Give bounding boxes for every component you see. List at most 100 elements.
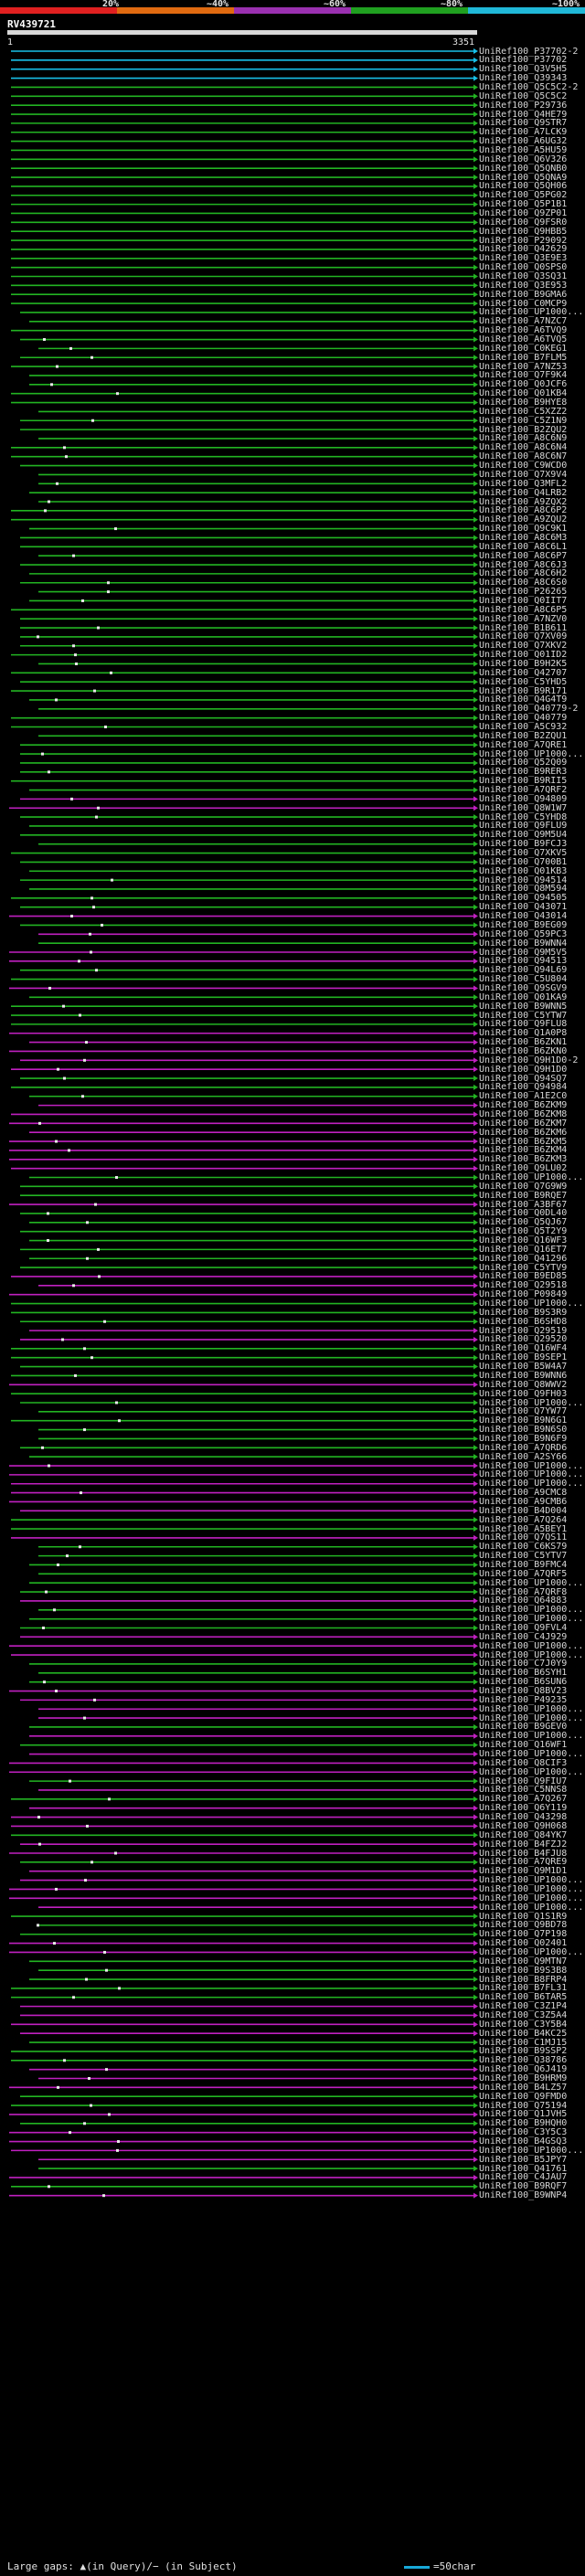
hit-label[interactable]: UniRef100_A7NZV0 <box>479 613 568 624</box>
hit-label[interactable]: UniRef100_A8C6M3 <box>479 532 568 543</box>
hit-label[interactable]: UniRef100_Q84YK7 <box>479 1829 568 1840</box>
hit-label[interactable]: UniRef100_B6TAR5 <box>479 1992 568 2003</box>
hit-label[interactable]: UniRef100_B9RII5 <box>479 776 568 787</box>
hit-label[interactable]: UniRef100_Q9FLU9 <box>479 821 568 832</box>
hit-label[interactable]: UniRef100_A8C6J3 <box>479 559 568 570</box>
hit-label[interactable]: UniRef100_Q5C5C2-2 <box>479 81 579 92</box>
hit-label[interactable]: UniRef100_Q5C5C2 <box>479 90 568 101</box>
hit-label[interactable]: UniRef100_A8C6P5 <box>479 604 568 615</box>
hit-label[interactable]: UniRef100_Q9H1D0 <box>479 1064 568 1075</box>
hit-label[interactable]: UniRef100_B9N6F9 <box>479 1433 568 1444</box>
hit-label[interactable]: UniRef100_C3Y5B4 <box>479 2019 568 2030</box>
hit-label[interactable]: UniRef100_UP1000... <box>479 1172 584 1182</box>
hit-label[interactable]: UniRef100_Q94984 <box>479 1082 568 1093</box>
hit-label[interactable]: UniRef100_A8C6N9 <box>479 433 568 444</box>
hit-label[interactable]: UniRef100_A8C6H2 <box>479 568 568 579</box>
hit-label[interactable]: UniRef100_A9CMB6 <box>479 1496 568 1507</box>
hit-label[interactable]: UniRef100_Q5P1B1 <box>479 199 568 210</box>
hit-label[interactable]: UniRef100_Q8CIF3 <box>479 1757 568 1768</box>
hit-label[interactable]: UniRef100_C5YHD8 <box>479 811 568 822</box>
hit-label[interactable]: UniRef100_Q9SGV9 <box>479 982 568 993</box>
hit-label[interactable]: UniRef100_Q7P198 <box>479 1929 568 1940</box>
hit-label[interactable]: UniRef100_B5JPY7 <box>479 2154 568 2165</box>
hit-label[interactable]: UniRef100_B6SUN6 <box>479 1677 568 1688</box>
hit-label[interactable]: UniRef100_B9WNN5 <box>479 1001 568 1012</box>
hit-label[interactable]: UniRef100_UP1000... <box>479 1712 584 1723</box>
hit-label[interactable]: UniRef100_Q42707 <box>479 667 568 678</box>
hit-label[interactable]: UniRef100_Q3E9E3 <box>479 253 568 264</box>
hit-label[interactable]: UniRef100_A2SY66 <box>479 1451 568 1462</box>
hit-label[interactable]: UniRef100_B6ZKM3 <box>479 1154 568 1165</box>
hit-label[interactable]: UniRef100_Q02401 <box>479 1938 568 1949</box>
hit-label[interactable]: UniRef100_P26265 <box>479 587 568 598</box>
hit-label[interactable]: UniRef100_Q9H068 <box>479 1820 568 1831</box>
hit-label[interactable]: UniRef100_Q16WF3 <box>479 1235 568 1246</box>
hit-label[interactable]: UniRef100_A3BF67 <box>479 1199 568 1210</box>
hit-label[interactable]: UniRef100_B9EG09 <box>479 919 568 930</box>
hit-label[interactable]: UniRef100_C4J929 <box>479 1631 568 1642</box>
hit-label[interactable]: UniRef100_B9HRM9 <box>479 2073 568 2083</box>
hit-label[interactable]: UniRef100_P49235 <box>479 1694 568 1705</box>
hit-label[interactable]: UniRef100_UP1000... <box>479 1731 584 1742</box>
hit-label[interactable]: UniRef100_UP1000... <box>479 307 584 318</box>
hit-label[interactable]: UniRef100_A5BEY1 <box>479 1523 568 1534</box>
hit-label[interactable]: UniRef100_B9N6S0 <box>479 1425 568 1436</box>
hit-label[interactable]: UniRef100_Q94505 <box>479 893 568 904</box>
hit-label[interactable]: UniRef100_B9RQF7 <box>479 2181 568 2192</box>
hit-label[interactable]: UniRef100_Q7YW77 <box>479 1406 568 1417</box>
hit-label[interactable]: UniRef100_B6SHD8 <box>479 1316 568 1327</box>
hit-label[interactable]: UniRef100_A7LCK9 <box>479 127 568 138</box>
hit-label[interactable]: UniRef100_Q16WF4 <box>479 1343 568 1354</box>
hit-label[interactable]: UniRef100_Q0DL40 <box>479 1208 568 1219</box>
hit-label[interactable]: UniRef100_Q6Y119 <box>479 1803 568 1814</box>
hit-label[interactable]: UniRef100_C3Y5C3 <box>479 2127 568 2138</box>
hit-label[interactable]: UniRef100_B7FLM5 <box>479 352 568 363</box>
hit-label[interactable]: UniRef100_Q0IIT7 <box>479 595 568 606</box>
hit-label[interactable]: UniRef100_Q6V326 <box>479 154 568 164</box>
hit-label[interactable]: UniRef100_B4GSQ3 <box>479 2136 568 2147</box>
hit-label[interactable]: UniRef100_Q9FLU8 <box>479 1019 568 1030</box>
hit-label[interactable]: UniRef100_Q3SQ31 <box>479 271 568 281</box>
hit-label[interactable]: UniRef100_A8C6P7 <box>479 550 568 561</box>
hit-label[interactable]: UniRef100_P37702-2 <box>479 46 579 57</box>
hit-label[interactable]: UniRef100_Q41761 <box>479 2163 568 2174</box>
hit-label[interactable]: UniRef100_A8C6P2 <box>479 505 568 516</box>
hit-label[interactable]: UniRef100_Q5QNA9 <box>479 172 568 183</box>
hit-label[interactable]: UniRef100_B6ZKM6 <box>479 1127 568 1138</box>
hit-label[interactable]: UniRef100_Q6J419 <box>479 2064 568 2075</box>
hit-label[interactable]: UniRef100_B4LZ57 <box>479 2082 568 2093</box>
hit-label[interactable]: UniRef100_Q5T2Y9 <box>479 1226 568 1237</box>
hit-label[interactable]: UniRef100_C1MJ15 <box>479 2037 568 2048</box>
hit-label[interactable]: UniRef100_A9CMC8 <box>479 1488 568 1499</box>
hit-label[interactable]: UniRef100_P29092 <box>479 235 568 246</box>
hit-label[interactable]: UniRef100_B9WNN6 <box>479 1370 568 1381</box>
hit-label[interactable]: UniRef100_Q1A0P8 <box>479 1028 568 1039</box>
hit-label[interactable]: UniRef100_B9WNN4 <box>479 938 568 949</box>
hit-label[interactable]: UniRef100_Q9FVL4 <box>479 1623 568 1633</box>
hit-label[interactable]: UniRef100_B2ZQU1 <box>479 730 568 741</box>
hit-label[interactable]: UniRef100_Q9M1D1 <box>479 1866 568 1877</box>
hit-label[interactable]: UniRef100_Q700B1 <box>479 856 568 867</box>
hit-label[interactable]: UniRef100_C5YTV9 <box>479 1262 568 1273</box>
hit-label[interactable]: UniRef100_Q94514 <box>479 875 568 885</box>
hit-label[interactable]: UniRef100_A6TVQ5 <box>479 334 568 345</box>
hit-label[interactable]: UniRef100_B9H2K5 <box>479 658 568 669</box>
hit-label[interactable]: UniRef100_C5NNS8 <box>479 1785 568 1796</box>
hit-label[interactable]: UniRef100_Q4HE79 <box>479 109 568 120</box>
hit-label[interactable]: UniRef100_C0KEG1 <box>479 343 568 354</box>
hit-label[interactable]: UniRef100_A7NZC7 <box>479 316 568 327</box>
hit-label[interactable]: UniRef100_Q8WWV2 <box>479 1379 568 1390</box>
hit-label[interactable]: UniRef100_C5YHD5 <box>479 676 568 687</box>
hit-label[interactable]: UniRef100_A7QRE9 <box>479 1857 568 1868</box>
hit-label[interactable]: UniRef100_Q7F9K4 <box>479 370 568 381</box>
hit-label[interactable]: UniRef100_C5Z1N9 <box>479 415 568 426</box>
hit-label[interactable]: UniRef100_Q0SPS0 <box>479 262 568 273</box>
hit-label[interactable]: UniRef100_Q43298 <box>479 1812 568 1823</box>
hit-label[interactable]: UniRef100_B5W4A7 <box>479 1362 568 1373</box>
hit-label[interactable]: UniRef100_Q38786 <box>479 2055 568 2066</box>
hit-label[interactable]: UniRef100_Q5QH06 <box>479 181 568 192</box>
hit-label[interactable]: UniRef100_B6ZKN0 <box>479 1045 568 1056</box>
hit-label[interactable]: UniRef100_B4FZJ2 <box>479 1839 568 1850</box>
hit-label[interactable]: UniRef100_A5HU59 <box>479 144 568 155</box>
hit-label[interactable]: UniRef100_Q52Q09 <box>479 758 568 769</box>
